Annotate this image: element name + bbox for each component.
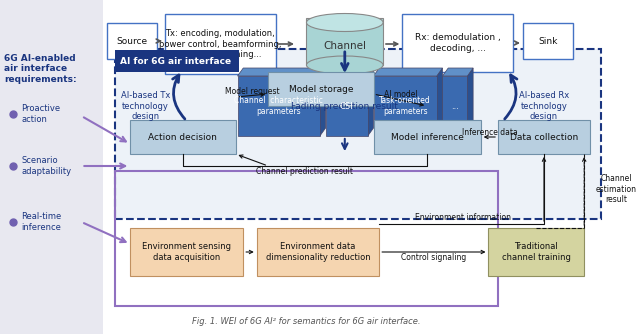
- Bar: [374, 120, 481, 154]
- Bar: [374, 76, 436, 136]
- Text: Fading prediction result: Fading prediction result: [291, 102, 398, 111]
- Text: CSI: CSI: [340, 102, 353, 111]
- Bar: [131, 228, 243, 276]
- Text: AI for 6G air interface: AI for 6G air interface: [120, 56, 231, 65]
- Text: Environment sensing
data acquisition: Environment sensing data acquisition: [142, 242, 231, 262]
- Text: Action decision: Action decision: [148, 133, 218, 142]
- Polygon shape: [467, 68, 473, 136]
- Polygon shape: [436, 68, 442, 136]
- Bar: [523, 23, 573, 59]
- Text: Real-time
inference: Real-time inference: [21, 212, 61, 232]
- Bar: [164, 14, 276, 74]
- Text: Model inference: Model inference: [390, 133, 463, 142]
- Text: ...: ...: [451, 102, 459, 111]
- Text: Tx: encoding, modulation,
power control, beamforming,
network planning...: Tx: encoding, modulation, power control,…: [159, 29, 282, 59]
- Polygon shape: [239, 74, 450, 129]
- Text: Scenario
adaptability: Scenario adaptability: [21, 156, 71, 176]
- Bar: [268, 72, 374, 106]
- Bar: [307, 18, 383, 65]
- Text: Channel: Channel: [323, 41, 366, 51]
- Text: Sink: Sink: [538, 36, 557, 45]
- Text: Source: Source: [116, 36, 148, 45]
- Text: AI model: AI model: [383, 90, 417, 99]
- Text: Model storage: Model storage: [289, 85, 353, 94]
- Bar: [115, 50, 239, 72]
- Text: Proactive
action: Proactive action: [21, 104, 60, 124]
- Text: AI-based Rx
technology
design: AI-based Rx technology design: [519, 91, 569, 121]
- Polygon shape: [237, 68, 326, 76]
- Text: Control signaling: Control signaling: [401, 253, 467, 262]
- Bar: [131, 120, 236, 154]
- Text: Channel
estimation
result: Channel estimation result: [596, 174, 637, 204]
- Bar: [115, 49, 602, 219]
- Text: Channel  characteristic
parameters: Channel characteristic parameters: [234, 96, 323, 116]
- Bar: [442, 76, 467, 136]
- Bar: [488, 228, 584, 276]
- Ellipse shape: [307, 13, 383, 31]
- Bar: [326, 76, 368, 136]
- Text: Traditional
channel training: Traditional channel training: [502, 242, 571, 262]
- Polygon shape: [320, 68, 326, 136]
- Bar: [108, 23, 157, 59]
- Text: Channel prediction result: Channel prediction result: [256, 167, 353, 175]
- Text: Inference data: Inference data: [461, 128, 517, 137]
- Polygon shape: [374, 68, 442, 76]
- Bar: [237, 76, 320, 136]
- Bar: [257, 228, 380, 276]
- Text: Fig. 1. WEI of 6G AI² for semantics for 6G air interface.: Fig. 1. WEI of 6G AI² for semantics for …: [192, 318, 420, 327]
- Text: Environment information: Environment information: [415, 213, 511, 222]
- Bar: [0, 0, 104, 334]
- Bar: [115, 171, 498, 306]
- Polygon shape: [368, 68, 374, 136]
- Text: Environment data
dimensionality reduction: Environment data dimensionality reductio…: [266, 242, 371, 262]
- Bar: [403, 14, 513, 72]
- Text: Model request: Model request: [225, 87, 279, 96]
- Text: 6G AI-enabled
air interface
requirements:: 6G AI-enabled air interface requirements…: [4, 54, 76, 84]
- Text: Data collection: Data collection: [510, 133, 578, 142]
- Ellipse shape: [307, 56, 383, 74]
- Bar: [498, 120, 590, 154]
- Polygon shape: [326, 68, 374, 76]
- Text: Rx: demodulation ,
decoding, ...: Rx: demodulation , decoding, ...: [415, 33, 500, 53]
- Text: Task-oriented
parameters: Task-oriented parameters: [380, 96, 431, 116]
- Polygon shape: [442, 68, 473, 76]
- Text: AI-based Tx
technology
design: AI-based Tx technology design: [121, 91, 170, 121]
